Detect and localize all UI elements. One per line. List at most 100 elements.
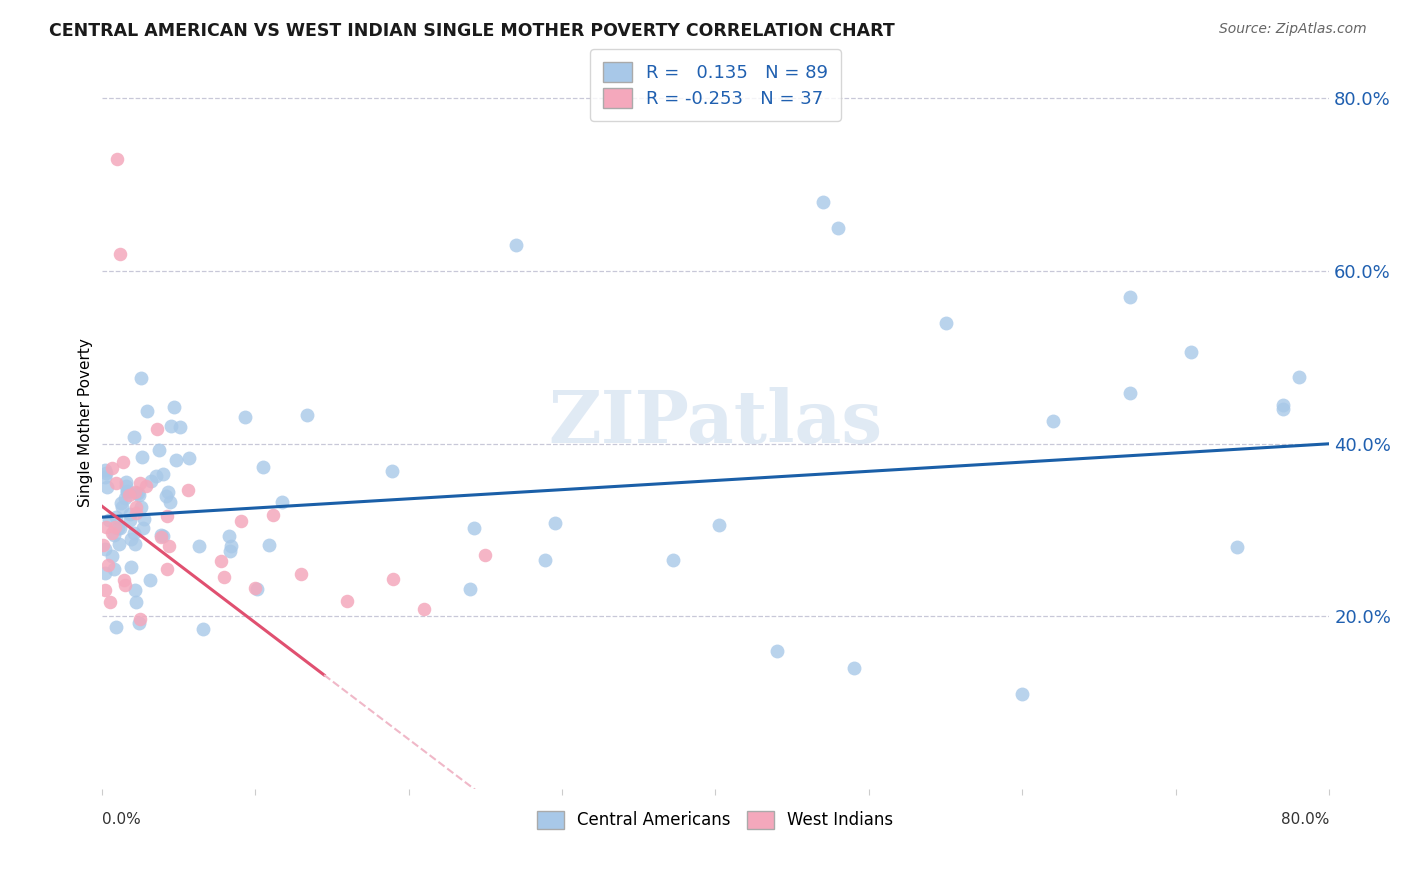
Point (246, 582, 269, 597)
Text: 0.0%: 0.0% (101, 813, 141, 828)
Point (114, 491, 136, 505)
Point (1119, 386, 1142, 401)
Point (105, 620, 128, 634)
Point (104, 510, 127, 524)
Point (935, 316, 957, 330)
Point (110, 496, 132, 510)
Point (1042, 415, 1064, 429)
Point (120, 513, 142, 527)
Point (544, 516, 567, 530)
Point (115, 485, 138, 500)
Point (115, 479, 138, 493)
Point (96, 480, 118, 494)
Point (235, 409, 257, 424)
Point (188, 539, 211, 553)
Point (111, 500, 134, 514)
Point (152, 528, 174, 542)
Point (94, 520, 117, 534)
Point (155, 490, 177, 504)
Point (842, 661, 865, 675)
Point (156, 484, 179, 499)
Text: Source: ZipAtlas.com: Source: ZipAtlas.com (1219, 22, 1367, 37)
Point (145, 468, 167, 483)
Point (103, 527, 125, 541)
Point (120, 532, 142, 546)
Point (108, 537, 131, 551)
Point (115, 475, 138, 489)
Point (101, 549, 124, 563)
Point (131, 500, 153, 514)
Point (122, 525, 145, 540)
Point (177, 451, 200, 466)
Point (93, 541, 115, 556)
Point (104, 476, 127, 491)
Point (257, 538, 280, 552)
Point (129, 612, 152, 626)
Point (124, 582, 146, 597)
Point (218, 529, 240, 543)
Point (229, 514, 252, 528)
Point (105, 152, 128, 166)
Point (145, 422, 167, 436)
Point (150, 527, 173, 541)
Point (139, 573, 162, 587)
Point (148, 443, 170, 458)
Point (98, 513, 121, 527)
Point (128, 615, 150, 630)
Point (290, 567, 312, 582)
Point (412, 602, 434, 616)
Point (165, 453, 187, 467)
Point (125, 500, 148, 515)
Point (262, 508, 284, 522)
Point (91, 538, 114, 552)
Point (156, 562, 179, 576)
Point (295, 408, 318, 422)
Text: ZIPatlas: ZIPatlas (548, 386, 883, 458)
Point (163, 401, 186, 415)
Y-axis label: Single Mother Poverty: Single Mother Poverty (79, 338, 93, 507)
Point (219, 543, 242, 558)
Point (827, 220, 849, 235)
Point (1226, 541, 1249, 555)
Point (94, 466, 117, 480)
Point (139, 474, 162, 488)
Point (156, 509, 179, 524)
Point (243, 582, 266, 596)
Point (120, 507, 142, 521)
Point (104, 520, 127, 534)
Point (125, 506, 148, 520)
Point (94, 582, 117, 597)
Point (132, 521, 155, 535)
Point (662, 553, 685, 567)
Point (152, 467, 174, 482)
Point (103, 562, 125, 576)
Point (97, 558, 120, 572)
Point (1272, 398, 1295, 412)
Point (125, 595, 148, 609)
Point (270, 494, 292, 508)
Point (209, 554, 232, 568)
Text: CENTRAL AMERICAN VS WEST INDIAN SINGLE MOTHER POVERTY CORRELATION CHART: CENTRAL AMERICAN VS WEST INDIAN SINGLE M… (49, 22, 896, 40)
Point (124, 484, 146, 499)
Point (1119, 290, 1142, 304)
Point (136, 404, 159, 418)
Point (121, 559, 143, 574)
Point (122, 430, 145, 444)
Point (336, 593, 359, 607)
Point (157, 539, 180, 553)
Point (111, 455, 134, 469)
Text: 80.0%: 80.0% (1281, 813, 1329, 828)
Point (458, 582, 481, 597)
Point (169, 419, 191, 434)
Point (93, 463, 115, 477)
Point (709, 518, 731, 533)
Point (149, 530, 172, 544)
Point (811, 194, 834, 209)
Point (124, 537, 146, 551)
Point (112, 573, 135, 587)
Legend: Central Americans, West Indians: Central Americans, West Indians (530, 804, 900, 836)
Point (177, 483, 200, 497)
Point (766, 644, 789, 658)
Point (117, 483, 139, 498)
Point (118, 488, 141, 502)
